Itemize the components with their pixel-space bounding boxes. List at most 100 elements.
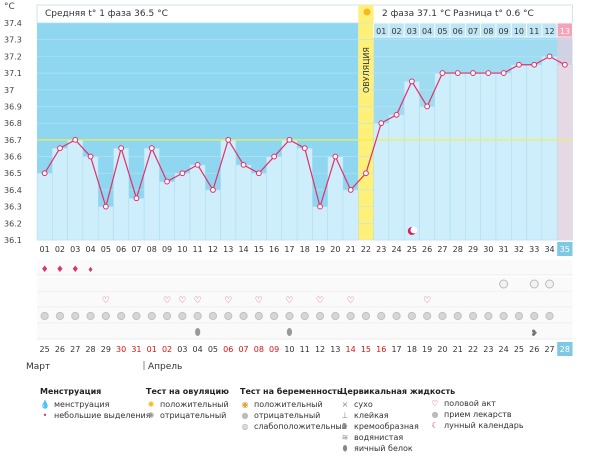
pill-marker	[224, 311, 233, 321]
x-day-label: 02	[55, 245, 65, 254]
y-tick-label: 36.7	[4, 136, 22, 145]
drop-icon: 💧	[40, 400, 50, 409]
calendar-date-label: 08	[254, 345, 264, 354]
y-tick-label: 37	[4, 86, 14, 95]
temperature-bar	[419, 106, 436, 241]
temperature-bar	[67, 139, 84, 241]
top-day-label: 05	[437, 27, 447, 36]
temperature-point	[363, 170, 369, 177]
legend-item: половой акт	[444, 399, 496, 408]
calendar-date-label: 24	[499, 345, 509, 354]
top-day-label: 07	[468, 27, 478, 36]
calendar-date-label: 23	[483, 345, 493, 354]
small-drop-icon: •	[42, 411, 48, 420]
top-day-row: 01 02 03 04 05 06 07 08 09 10 11 12 13	[373, 22, 573, 240]
temperature-point	[179, 170, 186, 177]
pill-marker	[438, 311, 447, 321]
temperature-point	[485, 70, 492, 76]
temperature-point	[133, 195, 140, 202]
temperature-point	[102, 203, 109, 210]
calendar-date-label: 19	[422, 345, 432, 354]
pill-marker	[132, 311, 141, 321]
calendar-date-label: 20	[437, 345, 447, 354]
y-tick-label: 37.2	[4, 52, 22, 61]
temperature-bar	[97, 206, 114, 241]
pill-marker	[499, 311, 508, 321]
pill-marker	[346, 311, 355, 321]
temperature-bar	[403, 81, 420, 241]
temperature-point	[118, 145, 125, 152]
temperature-point	[516, 61, 522, 68]
legend-pregnancy-title: Тест на беременность	[240, 387, 342, 396]
legend-item: положительный	[160, 400, 229, 409]
pill-marker	[55, 311, 65, 321]
x-day-label: 35	[560, 245, 570, 254]
menstruation-drop: ♦	[41, 265, 49, 275]
temperature-bar	[541, 56, 558, 241]
sun-icon: ✺	[147, 400, 155, 409]
temperature-point	[240, 161, 247, 168]
temperature-bar	[281, 139, 298, 241]
temperature-bar	[296, 147, 313, 241]
x-day-label: 21	[346, 245, 356, 254]
pill-marker	[331, 311, 340, 321]
pill-marker	[484, 311, 493, 321]
temperature-point	[408, 78, 415, 85]
x-day-label: 13	[223, 245, 233, 254]
x-day-label: 05	[101, 245, 111, 254]
y-tick-label: 36.8	[4, 119, 22, 128]
pill-marker	[407, 311, 416, 321]
pill-marker	[315, 311, 325, 321]
x-day-label: 23	[376, 245, 386, 254]
legend-ovulation-title: Тест на овуляцию	[146, 387, 229, 396]
y-tick-label: 36.4	[4, 186, 22, 195]
x-day-label: 32	[514, 245, 524, 254]
y-tick-label: 36.5	[4, 169, 22, 178]
calendar-date-label: 05	[208, 345, 218, 354]
intercourse-heart: ♡	[163, 296, 171, 306]
current-day-cell	[557, 242, 573, 256]
temperature-bar	[143, 147, 160, 241]
x-day-label: 09	[162, 245, 172, 254]
x-day-label: 04	[85, 245, 95, 254]
x-day-label: 06	[116, 245, 126, 254]
pill-marker	[208, 311, 218, 321]
legend-cervical-fluid: Цервикальная жидкость × сухо ⊥ клейкая ❥ кр…	[340, 386, 455, 454]
phase2-average-label: 2 фаза 37.1 °C	[382, 9, 451, 19]
moon-icon: ☾	[431, 421, 439, 430]
x-day-label: 07	[131, 245, 141, 254]
temperature-point	[439, 70, 446, 76]
legend-item: клейкая	[354, 411, 389, 420]
calendar-date-label: 31	[131, 345, 141, 354]
light-spotting-drop: ♦	[87, 266, 93, 274]
temperature-point	[225, 136, 232, 143]
symptom-rows: ♦ ♦ ♦ ♦ ♡ ♡ ♡ ♡ ♡ ♡ ♡ ♡ ♡ ♡ ❥	[37, 226, 573, 340]
temperature-line	[41, 53, 568, 210]
calendar-date-label: 02	[162, 345, 172, 354]
difference-label: Разница t° 0.6 °C	[453, 9, 534, 19]
x-day-label: 16	[269, 245, 279, 254]
intercourse-heart: ♡	[102, 296, 110, 306]
pill-icon: ●	[431, 410, 439, 419]
temperature-point	[164, 178, 170, 185]
legend-item: яичный белок	[354, 444, 413, 453]
menstruation-drop: ♦	[71, 265, 79, 275]
pill-marker	[101, 311, 110, 321]
temperature-point	[72, 136, 79, 143]
pill-marker	[40, 311, 49, 321]
temperature-point	[332, 153, 339, 160]
legend-item: положительный	[254, 400, 323, 409]
pill-marker	[86, 311, 95, 321]
pill-marker	[254, 311, 263, 321]
temperature-point	[301, 145, 308, 152]
calendar-date-label: 26	[529, 345, 539, 354]
temperature-bar	[205, 189, 221, 241]
intercourse-heart: ♡	[255, 296, 263, 306]
pill-marker	[468, 311, 478, 321]
pill-marker	[147, 311, 156, 321]
pill-marker	[545, 311, 554, 321]
current-date-cell	[557, 342, 573, 356]
legend-item: сухо	[354, 400, 373, 409]
calendar-date-label: 25	[514, 345, 524, 354]
pill-marker	[514, 311, 524, 321]
